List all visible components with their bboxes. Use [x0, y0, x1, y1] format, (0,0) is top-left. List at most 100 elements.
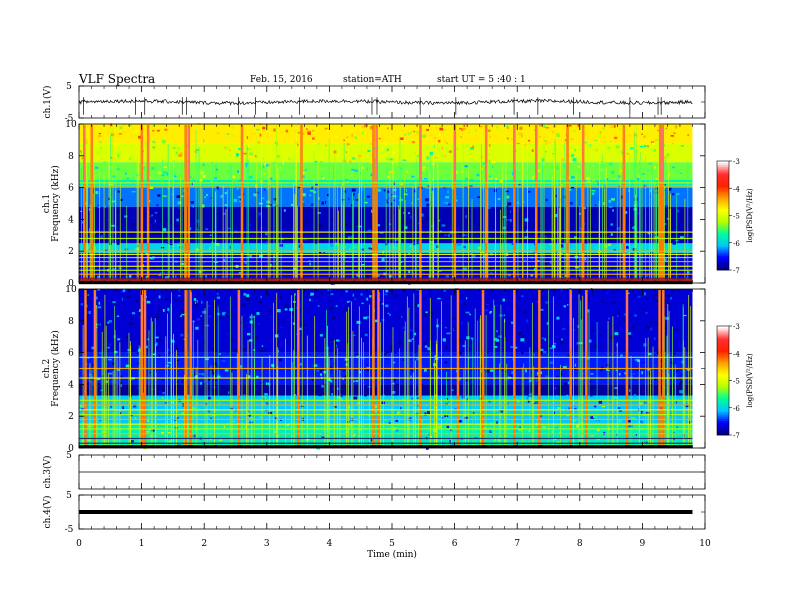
psd-speckle: [129, 157, 131, 160]
psd-speckle: [278, 358, 283, 362]
psd-speckle: [121, 289, 124, 293]
psd-speckle: [379, 231, 384, 234]
psd-speckle: [238, 196, 242, 199]
psd-speckle: [309, 262, 311, 266]
psd-speckle: [492, 161, 496, 164]
sferic-streak: [214, 191, 216, 283]
psd-speckle: [309, 189, 314, 192]
psd-speckle: [349, 248, 352, 251]
sferic-streak: [485, 314, 487, 448]
psd-speckle: [310, 292, 314, 296]
psd-speckle: [514, 346, 518, 349]
psd-speckle: [98, 442, 101, 446]
psd-speckle: [224, 146, 226, 150]
psd-speckle: [350, 344, 352, 346]
y-tick-label: 6: [68, 349, 74, 359]
psd-speckle: [324, 341, 327, 344]
psd-speckle: [532, 158, 534, 160]
psd-speckle: [598, 131, 602, 134]
psd-speckle: [146, 430, 150, 433]
psd-speckle: [446, 377, 449, 381]
psd-speckle: [109, 179, 111, 183]
psd-speckle: [465, 379, 470, 382]
psd-speckle: [573, 236, 577, 239]
psd-speckle: [274, 311, 278, 315]
psd-speckle: [119, 381, 123, 384]
colorbar-segment: [717, 389, 729, 392]
psd-speckle: [560, 289, 563, 292]
colorbar-segment: [717, 220, 729, 224]
psd-speckle: [158, 295, 161, 299]
psd-speckle: [262, 396, 267, 400]
psd-speckle: [459, 127, 463, 130]
psd-speckle: [591, 192, 595, 196]
psd-speckle: [490, 431, 492, 433]
psd-speckle: [583, 125, 586, 129]
psd-speckle: [263, 173, 266, 175]
psd-speckle: [200, 171, 204, 174]
psd-band: [79, 384, 693, 396]
psd-speckle: [95, 191, 99, 195]
sferic-streak: [645, 157, 647, 283]
psd-speckle: [219, 316, 223, 319]
colorbar-segment: [717, 380, 729, 383]
psd-speckle: [543, 303, 545, 306]
psd-speckle: [137, 351, 139, 355]
psd-speckle: [105, 370, 110, 373]
sferic-streak: [136, 151, 138, 283]
psd-speckle: [549, 344, 552, 348]
psd-speckle: [138, 240, 142, 244]
psd-speckle: [160, 339, 162, 342]
sferic-streak: [89, 363, 91, 448]
psd-speckle: [364, 201, 368, 204]
psd-speckle: [465, 234, 469, 237]
psd-speckle: [666, 217, 670, 220]
psd-speckle: [528, 441, 530, 444]
psd-speckle: [683, 314, 687, 317]
psd-speckle: [246, 294, 250, 298]
psd-speckle: [425, 198, 429, 202]
psd-speckle: [223, 259, 226, 262]
psd-speckle: [398, 314, 401, 316]
colorbar-tick-label: -6: [733, 240, 740, 248]
psd-speckle: [164, 128, 168, 131]
psd-speckle: [298, 244, 302, 248]
colorbar-tick-label: -7: [733, 432, 740, 440]
psd-speckle: [161, 134, 164, 138]
psd-speckle: [206, 194, 208, 197]
psd-speckle: [492, 306, 494, 309]
psd-speckle: [670, 135, 674, 137]
psd-speckle: [207, 410, 211, 413]
narrowband-line: [79, 182, 693, 184]
psd-speckle: [395, 294, 399, 298]
psd-speckle: [416, 314, 418, 318]
psd-speckle: [147, 352, 149, 356]
emission-burst-core: [91, 128, 93, 184]
psd-speckle: [444, 155, 447, 157]
sferic-streak: [557, 176, 558, 283]
psd-speckle: [352, 193, 355, 196]
sferic-streak: [296, 132, 297, 283]
psd-speckle: [439, 225, 441, 228]
sferic-streak: [86, 129, 87, 283]
colorbar-segment: [717, 268, 729, 271]
psd-speckle: [86, 385, 89, 387]
psd-speckle: [151, 136, 153, 139]
psd-speckle: [265, 402, 269, 405]
psd-speckle: [244, 209, 248, 212]
psd-speckle: [142, 163, 146, 166]
psd-speckle: [384, 419, 388, 422]
psd-speckle: [177, 227, 182, 231]
psd-speckle: [447, 399, 450, 403]
psd-speckle: [626, 221, 629, 224]
psd-speckle: [520, 263, 522, 266]
psd-speckle: [646, 145, 650, 148]
colorbar-segment: [717, 413, 729, 416]
sferic-streak: [272, 302, 274, 448]
ch1-waveform-trace: [78, 98, 693, 106]
psd-speckle: [540, 309, 544, 311]
psd-speckle: [676, 232, 679, 235]
psd-speckle: [592, 179, 595, 182]
psd-speckle: [439, 230, 442, 232]
psd-speckle: [610, 268, 613, 271]
